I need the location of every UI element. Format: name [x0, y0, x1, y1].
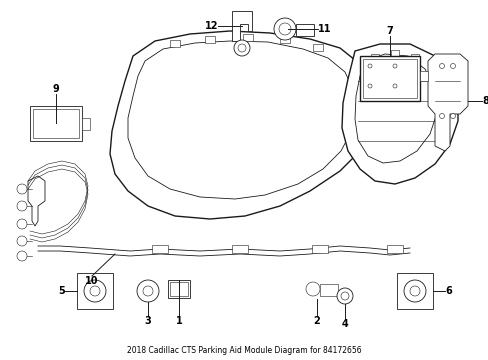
Bar: [362, 59, 416, 98]
Text: 10: 10: [85, 276, 99, 286]
Bar: [312, 44, 323, 51]
Circle shape: [234, 40, 249, 56]
Circle shape: [403, 280, 425, 302]
Polygon shape: [354, 54, 436, 163]
Circle shape: [336, 288, 352, 304]
Bar: [419, 71, 427, 81]
Polygon shape: [231, 11, 251, 41]
Circle shape: [137, 280, 159, 302]
Bar: [311, 245, 327, 253]
Polygon shape: [427, 54, 467, 151]
Bar: [170, 40, 180, 47]
Text: 2: 2: [313, 316, 320, 326]
Text: 2018 Cadillac CTS Parking Aid Module Diagram for 84172656: 2018 Cadillac CTS Parking Aid Module Dia…: [127, 346, 361, 355]
Bar: [33, 109, 79, 138]
Text: 6: 6: [444, 286, 451, 296]
Circle shape: [17, 201, 27, 211]
Polygon shape: [28, 176, 45, 226]
Circle shape: [273, 18, 295, 40]
Bar: [77, 273, 113, 309]
Bar: [370, 54, 378, 60]
Bar: [243, 34, 252, 41]
Text: 7: 7: [386, 26, 392, 36]
Bar: [30, 106, 82, 141]
Polygon shape: [110, 31, 374, 219]
Text: 1: 1: [175, 316, 182, 326]
Text: 5: 5: [58, 286, 65, 296]
Bar: [231, 245, 247, 253]
Circle shape: [392, 64, 396, 68]
Circle shape: [17, 251, 27, 261]
Bar: [410, 54, 418, 60]
Circle shape: [340, 292, 348, 300]
Circle shape: [17, 184, 27, 194]
Bar: [295, 24, 313, 36]
Bar: [152, 245, 168, 253]
Text: 11: 11: [317, 24, 331, 34]
Circle shape: [439, 113, 444, 118]
Bar: [396, 273, 432, 309]
Polygon shape: [341, 44, 457, 184]
Text: 8: 8: [481, 96, 488, 106]
Bar: [168, 280, 190, 298]
Circle shape: [84, 280, 106, 302]
Circle shape: [409, 286, 419, 296]
Text: 4: 4: [341, 319, 347, 329]
Circle shape: [90, 286, 100, 296]
Bar: [386, 245, 402, 253]
Bar: [82, 118, 90, 130]
Circle shape: [17, 236, 27, 246]
Circle shape: [449, 113, 454, 118]
Circle shape: [238, 44, 245, 52]
Circle shape: [449, 63, 454, 68]
Bar: [359, 56, 419, 101]
Text: 12: 12: [204, 21, 218, 31]
Bar: [390, 50, 398, 56]
Circle shape: [305, 282, 319, 296]
Text: 3: 3: [144, 316, 151, 326]
Circle shape: [279, 23, 290, 35]
Circle shape: [142, 286, 153, 296]
Circle shape: [17, 219, 27, 229]
Circle shape: [439, 63, 444, 68]
Bar: [280, 36, 289, 43]
Bar: [170, 282, 187, 296]
Bar: [204, 36, 215, 43]
Circle shape: [367, 64, 371, 68]
Bar: [319, 284, 337, 296]
Circle shape: [392, 84, 396, 88]
Circle shape: [367, 84, 371, 88]
Text: 9: 9: [53, 84, 59, 94]
